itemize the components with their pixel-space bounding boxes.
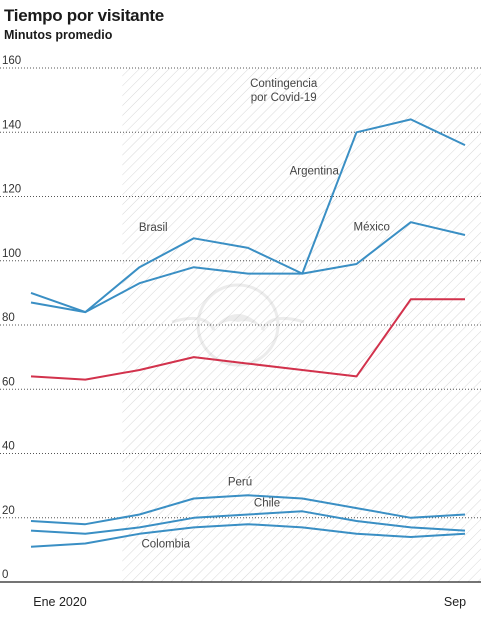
- x-tick-label-start: Ene 2020: [33, 595, 87, 609]
- chart-subtitle: Minutos promedio: [4, 28, 113, 42]
- y-tick-label: 160: [2, 55, 21, 67]
- series-label-colombia: Colombia: [141, 538, 190, 550]
- series-label-argentina: Argentina: [290, 166, 340, 178]
- y-tick-label: 80: [2, 312, 15, 324]
- series-label-mxico: México: [354, 221, 390, 233]
- series-line-mxico: [30, 298, 465, 381]
- y-tick-label: 40: [2, 441, 15, 453]
- y-tick-label: 20: [2, 505, 15, 517]
- y-tick-label: 0: [2, 569, 8, 581]
- x-tick-label-end: Sep: [444, 595, 466, 609]
- series-line-chile: [30, 510, 466, 535]
- y-tick-label: 100: [2, 248, 21, 260]
- y-tick-label: 140: [2, 119, 21, 131]
- covid-label-line2: por Covid-19: [251, 92, 317, 104]
- chart-title: Tiempo por visitante: [4, 6, 164, 25]
- covid-shaded-region: [122, 68, 481, 582]
- series-label-brasil: Brasil: [139, 222, 168, 234]
- y-tick-label: 120: [2, 184, 21, 196]
- y-tick-label: 60: [2, 376, 15, 388]
- series-label-per: Perú: [228, 476, 252, 488]
- series-line-per: [30, 494, 466, 526]
- series-line-colombia: [30, 523, 466, 548]
- series-label-chile: Chile: [254, 498, 280, 510]
- series-line-brasil: [30, 221, 466, 314]
- covid-label-line1: Contingencia: [250, 78, 318, 90]
- series-line-argentina: [30, 118, 466, 314]
